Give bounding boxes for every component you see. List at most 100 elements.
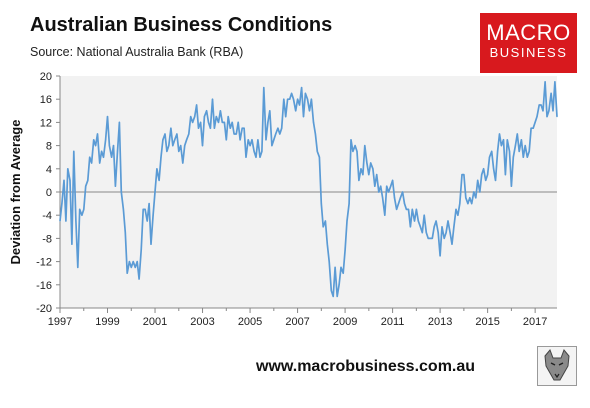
data-point: [59, 220, 61, 222]
data-point: [201, 145, 204, 147]
data-point: [235, 133, 237, 135]
data-point: [211, 98, 214, 100]
data-point: [186, 139, 188, 141]
data-point: [281, 127, 283, 129]
data-point: [136, 261, 138, 263]
y-tick-label: 16: [40, 94, 52, 106]
data-point: [520, 139, 523, 141]
data-point: [540, 104, 542, 106]
data-point: [200, 121, 202, 123]
data-point: [370, 162, 372, 164]
data-point: [251, 139, 253, 141]
data-point: [534, 121, 536, 123]
data-point: [372, 168, 374, 170]
data-point: [392, 179, 394, 181]
data-point: [197, 127, 200, 129]
data-point: [196, 104, 198, 106]
data-point: [326, 243, 328, 245]
data-point: [358, 179, 360, 181]
data-point: [437, 232, 439, 234]
data-point: [111, 156, 113, 158]
data-point: [257, 139, 259, 141]
data-point: [140, 249, 142, 251]
data-point: [360, 168, 362, 170]
data-point: [467, 203, 469, 205]
data-point: [308, 110, 311, 112]
data-point: [101, 150, 103, 152]
data-point: [352, 150, 354, 152]
data-point: [297, 98, 299, 100]
data-point: [174, 139, 176, 141]
data-point: [203, 116, 205, 118]
logo-line-2: BUSINESS: [489, 45, 568, 60]
data-point: [330, 290, 332, 292]
data-point: [528, 150, 530, 152]
data-point: [417, 220, 419, 222]
x-tick-label: 2013: [428, 316, 452, 328]
data-point: [152, 214, 154, 216]
data-point: [445, 232, 447, 234]
data-point: [263, 87, 265, 89]
data-point: [471, 203, 473, 205]
website-url[interactable]: www.macrobusiness.com.au: [256, 358, 476, 375]
wolf-emblem-icon: [537, 346, 577, 386]
data-point: [463, 174, 465, 176]
data-point: [488, 156, 491, 158]
data-point: [231, 121, 233, 123]
data-point: [265, 139, 267, 141]
data-point: [384, 214, 386, 216]
series-line: [59, 80, 558, 298]
data-point: [148, 203, 150, 205]
data-point: [524, 145, 526, 147]
macrobusiness-logo[interactable]: MACRO BUSINESS: [480, 13, 577, 73]
x-tick-label: 2005: [238, 316, 262, 328]
data-point: [108, 145, 110, 147]
data-point: [397, 203, 400, 205]
data-point: [239, 139, 241, 141]
y-tick-label: 8: [46, 141, 52, 153]
data-point: [87, 179, 89, 181]
y-tick-label: -16: [36, 280, 52, 292]
y-tick-label: 12: [40, 117, 52, 129]
data-point: [340, 266, 342, 268]
data-point: [402, 191, 404, 193]
data-point: [172, 145, 174, 147]
data-point: [89, 156, 91, 158]
data-point: [399, 197, 401, 199]
data-point: [170, 127, 172, 129]
data-point: [419, 226, 421, 228]
data-point: [390, 185, 392, 187]
data-point: [441, 226, 443, 228]
data-point: [114, 185, 116, 187]
data-point: [245, 156, 247, 158]
x-tick-label: 2003: [190, 316, 214, 328]
data-point: [552, 110, 554, 112]
data-point: [334, 266, 336, 268]
x-tick-labels: 1997 1999 2001 2003 2005 2007 2009 2011 2013 2015…: [48, 316, 548, 328]
data-point: [69, 179, 71, 181]
data-point: [285, 116, 287, 118]
data-point: [403, 203, 406, 205]
data-point: [473, 191, 475, 193]
data-point: [344, 249, 346, 251]
data-point: [215, 116, 217, 118]
data-point: [500, 145, 502, 147]
data-point: [439, 255, 441, 257]
y-tick-label: 4: [46, 164, 52, 176]
data-point: [67, 168, 69, 170]
data-point: [178, 150, 180, 152]
data-point: [71, 243, 73, 245]
data-point: [431, 237, 433, 239]
data-point: [494, 179, 497, 181]
chart-title: Australian Business Conditions: [30, 14, 333, 36]
data-point: [346, 220, 348, 222]
data-point: [396, 208, 398, 210]
data-point: [425, 232, 427, 234]
data-point: [295, 110, 297, 112]
data-point: [302, 116, 305, 118]
data-point: [538, 104, 540, 106]
data-point: [332, 295, 334, 297]
data-point: [156, 168, 158, 170]
data-point: [304, 92, 306, 94]
data-point: [283, 98, 285, 100]
